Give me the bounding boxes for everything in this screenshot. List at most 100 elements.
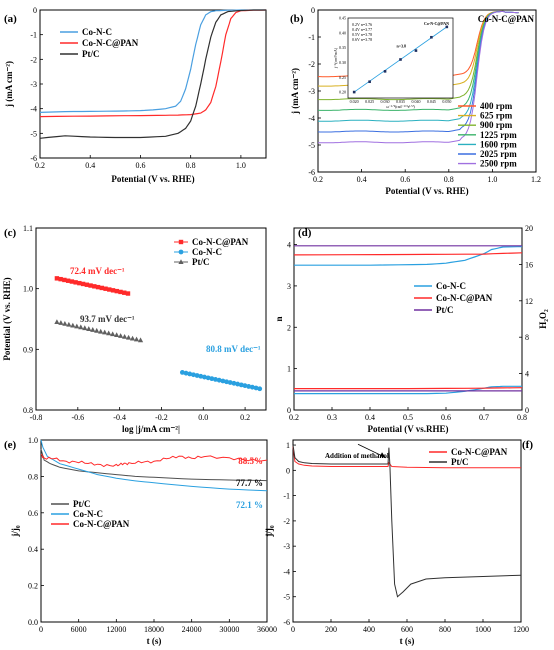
x-axis-label: log |j/mA cm⁻²| xyxy=(122,424,180,434)
data-point xyxy=(77,280,82,286)
panel-d: 0.2 0.3 0.4 0.5 0.6 0.7 0.801234048121620Co-N-… xyxy=(274,224,548,434)
data-point xyxy=(183,370,189,376)
data-point xyxy=(216,377,222,383)
data-point xyxy=(92,284,97,289)
x-tick-label: 24000 xyxy=(182,625,202,634)
data-point xyxy=(54,276,60,281)
x-tick-label: -0.2 xyxy=(155,413,168,422)
inset-chart: 0.020 0.025 0.030 0.035 0.040 0.045 0.050 0.20 0… xyxy=(333,16,454,109)
x-axis-label: Potential (V vs. RHE) xyxy=(385,186,468,196)
x-tick-label: 36000 xyxy=(257,625,277,634)
inset-point xyxy=(430,35,433,39)
y2-tick-label: 12 xyxy=(525,297,533,306)
data-point xyxy=(110,288,116,293)
legend-entry-label: Co-N-C xyxy=(436,281,466,291)
legend-label: Pt/C xyxy=(192,257,210,267)
y-tick-label: 0.8 xyxy=(28,472,38,481)
inset-y-tick: 0.25 xyxy=(339,75,346,80)
x-tick-label: 0.3 xyxy=(327,413,337,422)
data-point xyxy=(238,382,244,388)
panel-label: (d) xyxy=(298,227,312,239)
inset-point xyxy=(352,90,356,94)
inset-point xyxy=(383,70,387,73)
data-point xyxy=(62,277,67,283)
y-tick-label: 0 xyxy=(287,406,291,415)
inset-y-tick: 0.35 xyxy=(339,45,346,50)
y-tick-label: 1.0 xyxy=(28,436,38,445)
inset-frame xyxy=(347,17,454,99)
data-point xyxy=(69,279,75,284)
inset-y-tick: 0.45 xyxy=(339,16,346,21)
legend-label: Co-N-C@PAN xyxy=(192,237,249,247)
inset-x-tick: 0.035 xyxy=(396,99,405,104)
y-axis-label: n xyxy=(274,316,284,321)
y2-tick-label: 16 xyxy=(525,260,533,269)
data-point xyxy=(118,333,124,338)
retention-annotation: 77.7 % xyxy=(236,478,263,488)
data-point xyxy=(213,377,218,382)
slope-annotation: 72.4 mV dec⁻¹ xyxy=(70,266,125,276)
inset-point xyxy=(414,49,418,52)
methanol-annotation: Addition of methanol xyxy=(325,452,389,460)
y-tick-label: -1 xyxy=(308,33,315,42)
y-tick-label: -2 xyxy=(283,517,290,526)
panel-label: (a) xyxy=(4,13,17,25)
x-tick-label: 600 xyxy=(401,625,413,634)
legend-entry-label: Pt/C xyxy=(73,499,91,509)
x-axis-label: t (s) xyxy=(147,636,162,646)
x-tick-label: 0.4 xyxy=(365,413,375,422)
x-tick-label: 1.0 xyxy=(236,161,246,170)
retention-annotation: 72.1 % xyxy=(236,500,263,510)
y-tick-label: 0.4 xyxy=(28,545,38,554)
h2o2-curve xyxy=(294,387,523,390)
legend-entry-label: Co-N-C@PAN xyxy=(82,38,139,48)
panel-label: (f) xyxy=(522,439,533,451)
slope-annotation: 93.7 mV dec⁻¹ xyxy=(80,314,135,324)
x-tick-label: 1.2 xyxy=(531,175,541,184)
inset-point xyxy=(445,25,449,29)
arrow-head xyxy=(380,452,386,459)
panel-b: 0.2 0.4 0.6 0.8 1.0 1.2 -6 -5 -4 -3 -2 -1 0 400 rpm62… xyxy=(290,6,541,196)
data-point xyxy=(194,373,200,378)
data-point xyxy=(242,383,248,389)
y-tick-label: -3 xyxy=(30,80,37,89)
legend-entry-label: 1225 rpm xyxy=(480,130,517,140)
y-axis-label: j (mA cm⁻²) xyxy=(4,61,14,108)
y-tick-label: 0.9 xyxy=(23,345,33,354)
panel-e: 0 6000 12000 18000 24000 30000 36000 0.0 0.2 0.4 0… xyxy=(4,436,277,646)
data-point xyxy=(90,327,96,332)
data-point xyxy=(227,380,233,385)
y-axis-label: j (mA cm⁻²) xyxy=(290,68,300,115)
data-point xyxy=(249,384,255,390)
inset-point xyxy=(368,80,371,84)
y-tick-label: -3 xyxy=(308,87,315,96)
y-tick-label: 0.0 xyxy=(28,618,38,627)
x-tick-label: 0.2 xyxy=(313,175,323,184)
data-point xyxy=(178,239,184,245)
data-point xyxy=(122,333,128,339)
data-point xyxy=(80,281,86,287)
methanol-curve xyxy=(292,445,522,598)
data-point xyxy=(235,381,241,387)
y2-tick-label: 4 xyxy=(525,370,529,379)
data-point xyxy=(179,369,185,375)
y-tick-label: 4 xyxy=(287,241,291,250)
legend-entry-label: 2025 rpm xyxy=(480,149,517,159)
x-axis-label: Potential (V vs. RHE) xyxy=(111,174,194,184)
data-point xyxy=(231,380,237,386)
data-point xyxy=(70,322,76,328)
legend-entry-label: Co-N-C@PAN xyxy=(436,293,493,303)
data-point xyxy=(99,285,105,291)
x-tick-label: 0.6 xyxy=(441,413,451,422)
inset-x-tick: 0.045 xyxy=(427,99,436,104)
annotation-arrow xyxy=(357,443,386,458)
y2-tick-label: 20 xyxy=(525,224,533,233)
panel-label: (b) xyxy=(290,13,304,25)
data-point xyxy=(198,373,204,379)
data-point xyxy=(253,385,259,391)
data-point xyxy=(95,284,101,290)
y2-tick-label: 0 xyxy=(525,406,529,415)
series-line xyxy=(39,9,266,139)
data-point xyxy=(84,282,90,287)
y-tick-label: 3 xyxy=(287,282,291,291)
